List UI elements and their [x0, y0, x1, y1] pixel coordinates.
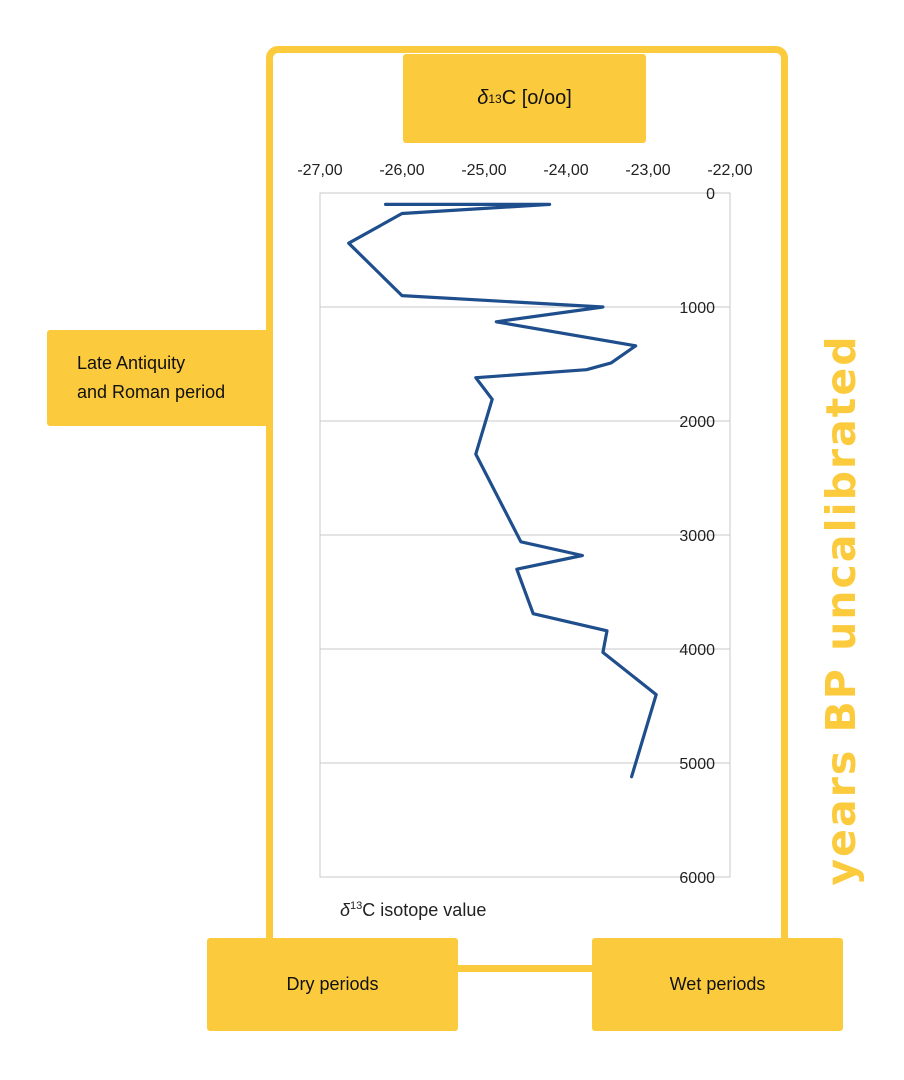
wet-periods-label: Wet periods	[669, 974, 766, 994]
y-tick-label: 6000	[679, 870, 715, 887]
dry-periods-label: Dry periods	[286, 974, 379, 994]
x-tick-label: -25,00	[461, 162, 506, 179]
y-tick-label: 4000	[679, 642, 715, 659]
y-tick-label: 5000	[679, 756, 715, 773]
superscript-13: 13	[350, 900, 363, 912]
x-tick-label: -26,00	[379, 162, 424, 179]
period-label-line2: and Roman period	[77, 382, 226, 402]
axis-title-box: δ 13 C [o/oo]	[403, 54, 646, 143]
delta-symbol: δ	[340, 900, 351, 920]
y-tick-label: 0	[706, 186, 715, 203]
isotope-label-text: C isotope value	[362, 900, 487, 920]
x-tick-label: -22,00	[707, 162, 752, 179]
x-tick-label: -27,00	[297, 162, 342, 179]
chart-frame	[266, 46, 788, 972]
x-tick-label: -23,00	[625, 162, 670, 179]
y-tick-label: 3000	[679, 528, 715, 545]
period-label-line1: Late Antiquity	[77, 353, 186, 373]
period-label-box: Late Antiquity and Roman period	[47, 330, 269, 426]
series-line	[347, 202, 658, 779]
delta-symbol: δ	[477, 87, 489, 109]
wet-periods-box: Wet periods	[592, 938, 843, 1031]
isotope-value-label: δ13C isotope value	[340, 900, 486, 921]
y-tick-label: 2000	[679, 414, 715, 431]
y-tick-label: 1000	[679, 300, 715, 317]
superscript-13: 13	[488, 91, 502, 106]
dry-periods-box: Dry periods	[207, 938, 458, 1031]
axis-title-text: C [o/oo]	[501, 87, 572, 109]
x-tick-label: -24,00	[543, 162, 588, 179]
